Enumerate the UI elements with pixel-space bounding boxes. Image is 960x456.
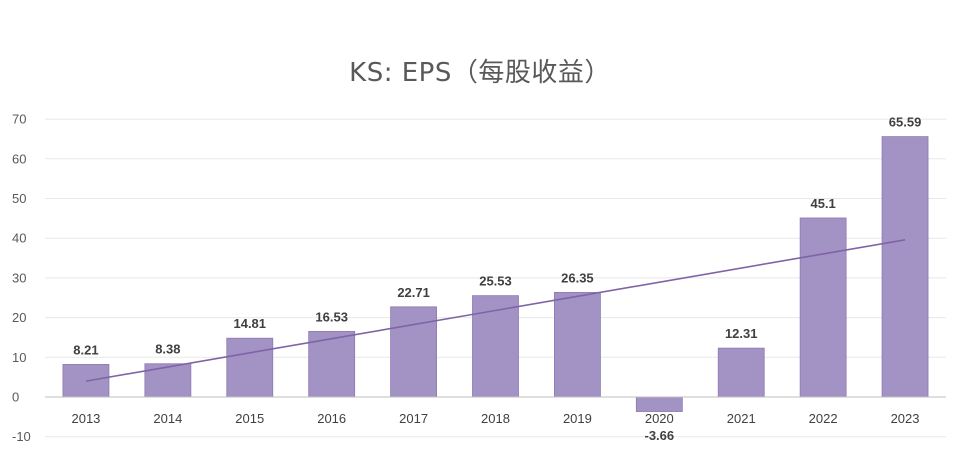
data-label: 45.1 <box>810 196 835 211</box>
y-tick-label: 70 <box>12 112 26 127</box>
chart-title: KS: EPS（每股收益） <box>349 58 611 88</box>
x-tick-label: 2021 <box>727 411 756 426</box>
bar <box>717 347 765 398</box>
data-label: 25.53 <box>479 274 512 289</box>
x-tick-label: 2019 <box>563 411 592 426</box>
bar <box>554 291 601 398</box>
data-label: 16.53 <box>315 309 348 324</box>
x-tick-label: 2020 <box>645 411 674 426</box>
data-label: 8.21 <box>73 342 98 357</box>
data-label: 22.71 <box>397 285 430 300</box>
data-label: -3.66 <box>644 428 674 443</box>
bar <box>226 337 274 398</box>
y-tick-label: 10 <box>12 350 26 365</box>
x-tick-label: 2017 <box>399 411 428 426</box>
bar <box>881 136 929 398</box>
x-tick-label: 2016 <box>317 411 346 426</box>
bar <box>308 330 356 398</box>
x-tick-label: 2015 <box>235 411 264 426</box>
bar <box>799 217 847 398</box>
bar <box>144 363 192 398</box>
y-tick-label: 60 <box>12 151 26 166</box>
y-tick-label: 0 <box>12 390 19 405</box>
bar <box>635 396 683 412</box>
x-tick-label: 2018 <box>481 411 510 426</box>
data-label: 12.31 <box>725 326 758 341</box>
data-label: 8.38 <box>155 342 180 357</box>
y-tick-label: 20 <box>12 310 26 325</box>
x-tick-label: 2022 <box>809 411 838 426</box>
x-tick-label: 2023 <box>891 411 920 426</box>
data-label: 14.81 <box>233 316 266 331</box>
x-tick-label: 2013 <box>71 411 100 426</box>
data-label: 26.35 <box>561 270 594 285</box>
trendline <box>85 238 906 382</box>
y-tick-label: 30 <box>12 270 26 285</box>
y-tick-label: 40 <box>12 231 26 246</box>
y-tick-label: -10 <box>12 429 31 444</box>
x-tick-label: 2014 <box>153 411 182 426</box>
y-tick-label: 50 <box>12 191 26 206</box>
bar <box>390 306 437 398</box>
data-label: 65.59 <box>889 115 922 130</box>
